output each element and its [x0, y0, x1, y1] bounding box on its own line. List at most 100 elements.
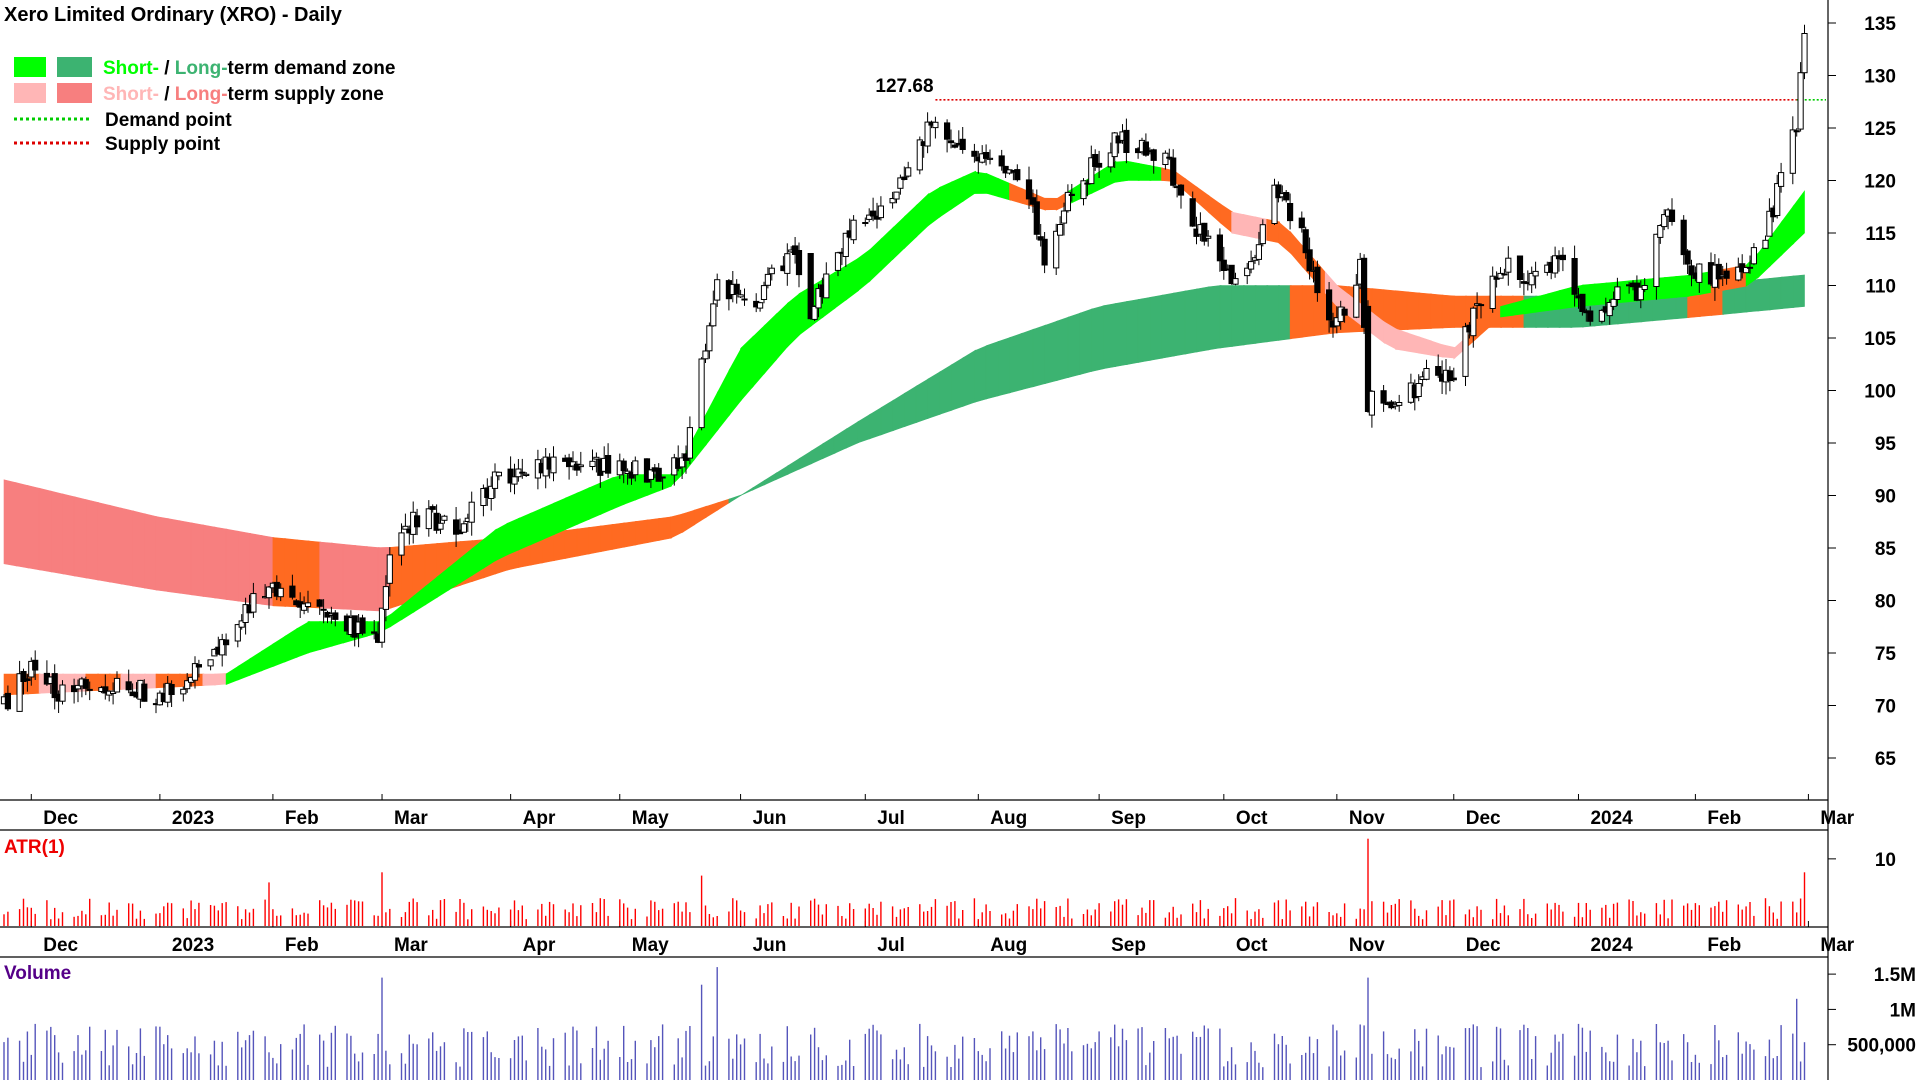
candle-body	[1248, 261, 1255, 270]
candle	[168, 680, 175, 707]
short-band-segment-136	[1593, 282, 1608, 306]
candle-body	[1189, 198, 1196, 227]
date-tick-label: Sep	[1111, 935, 1146, 956]
long-band-segment-103	[1207, 285, 1222, 351]
long-band-segment-107	[1254, 285, 1269, 344]
long-band-segment-49	[576, 526, 591, 557]
candle	[378, 607, 386, 648]
date-tick-label: Feb	[285, 808, 319, 829]
candle	[1064, 184, 1072, 213]
candle-body	[714, 279, 721, 301]
candle-body	[1801, 33, 1808, 74]
date-tick-label: 2023	[172, 808, 214, 829]
candle-body	[1723, 270, 1730, 279]
candle	[1037, 224, 1044, 247]
candle	[1201, 222, 1208, 246]
legend-supply-point: Supply point	[105, 134, 221, 155]
candle-body	[632, 460, 639, 476]
candle-body	[1497, 272, 1504, 279]
candle-body	[1326, 289, 1333, 321]
candle	[1248, 250, 1255, 274]
long-band-segment-13	[155, 516, 170, 593]
legend-demand-rest-text: term demand zone	[228, 58, 396, 79]
price-tick-label: 115	[1865, 224, 1896, 245]
candle-body	[371, 631, 378, 634]
date-tick-label: Dec	[43, 935, 78, 956]
long-band-segment-86	[1009, 332, 1023, 394]
candle	[1559, 247, 1567, 272]
short-band-segment-42	[494, 522, 509, 562]
candle	[1587, 306, 1594, 326]
candle	[897, 174, 904, 195]
candle-body	[1606, 302, 1613, 317]
candle	[1170, 149, 1177, 188]
candle-body	[1162, 152, 1169, 165]
long-band-segment-124	[1453, 295, 1467, 328]
candle-body	[655, 467, 662, 482]
candle	[550, 446, 557, 482]
candle-body	[959, 138, 966, 151]
candle	[1041, 232, 1048, 274]
candle	[862, 217, 869, 227]
candle-body	[1255, 244, 1263, 260]
candle-body	[1680, 219, 1687, 256]
legend-demand-short-text: Short-	[103, 58, 159, 79]
candle-body	[1435, 366, 1442, 376]
candle	[1735, 257, 1742, 282]
candle-body	[944, 122, 951, 140]
candle	[698, 357, 705, 431]
candle	[760, 281, 768, 304]
candle	[605, 443, 612, 478]
volume-tick-label: 1.5M	[1874, 965, 1916, 986]
candle-body	[628, 471, 635, 479]
candle-body	[511, 476, 518, 485]
candle-body	[834, 252, 842, 271]
long-band-segment-53	[623, 521, 637, 548]
candle	[523, 472, 530, 477]
long-band-segment-8	[97, 502, 111, 583]
candle-body	[764, 273, 771, 286]
candle-body	[1657, 225, 1664, 238]
long-band-segment-78	[915, 378, 930, 424]
candle-body	[1201, 222, 1208, 242]
candle	[1150, 148, 1157, 174]
short-band-segment-56	[658, 474, 672, 492]
candle-body	[519, 471, 526, 474]
long-band-segment-123	[1441, 294, 1456, 329]
long-band-segment-91	[1067, 312, 1082, 378]
candle-body	[866, 214, 873, 220]
long-band-segment-88	[1032, 324, 1046, 388]
date-tick-label: Feb	[1707, 808, 1741, 829]
candle-body	[823, 273, 830, 299]
candle-body	[1793, 130, 1800, 133]
candle-body	[86, 688, 93, 691]
candle	[1516, 255, 1524, 288]
candle-body	[223, 639, 230, 646]
long-band-segment-56	[658, 516, 672, 541]
candle	[359, 614, 366, 636]
candle-body	[1762, 239, 1769, 249]
candle-body	[74, 684, 82, 690]
candle-body	[125, 681, 132, 691]
price-tick-label: 95	[1875, 434, 1897, 455]
candle	[1033, 189, 1040, 240]
candle	[764, 267, 771, 289]
candle-body	[1287, 203, 1294, 222]
candle	[1162, 150, 1169, 170]
legend-swatch-supply-short	[14, 83, 46, 103]
candle-body	[768, 267, 775, 275]
candle	[32, 650, 39, 680]
date-tick-label: Mar	[1820, 935, 1854, 956]
candle-body	[1501, 273, 1508, 276]
date-axis: Dec 2023 Feb Mar Apr May Jun Jul Aug Sep Oct Nov Dec…	[30, 794, 1855, 956]
candle	[398, 523, 405, 566]
candle	[316, 599, 323, 615]
price-tick-label: 105	[1864, 329, 1896, 350]
short-band-segment-83	[974, 171, 988, 194]
legend-demand-point: Demand point	[105, 110, 232, 131]
candle-body	[550, 456, 557, 474]
short-band-segment-52	[611, 474, 626, 510]
date-tick-label: Mar	[394, 935, 428, 956]
candle	[573, 460, 580, 476]
candle	[16, 660, 23, 712]
